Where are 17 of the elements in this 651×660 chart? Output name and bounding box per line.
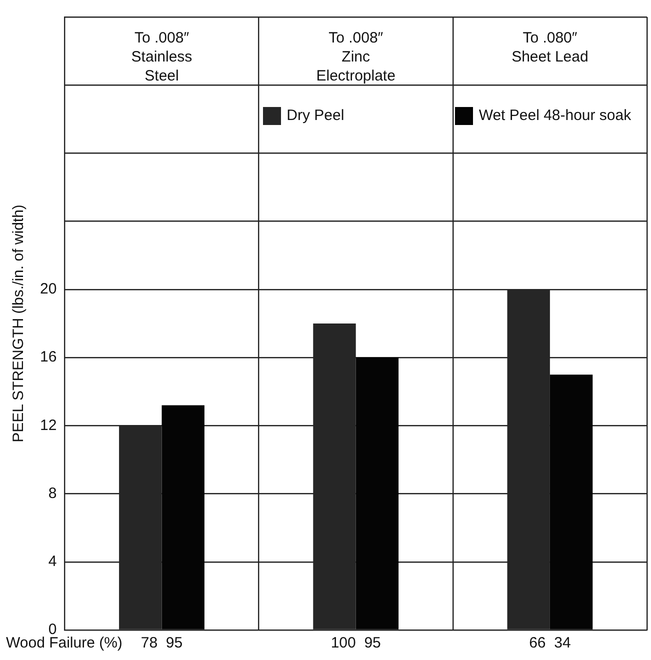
legend-label: Wet Peel 48-hour soak (478, 107, 632, 126)
bar (550, 374, 593, 630)
y-tick-label: 20 (40, 280, 57, 298)
x-tick-label: To .008″ Stainless Steel (131, 30, 192, 85)
x-tick-label: To .080″ Sheet Lead (512, 30, 588, 66)
bar (356, 358, 399, 630)
annotation: 78 95 (140, 634, 183, 652)
y-axis-title: PEEL STRENGTH (lbs./in. of width) (10, 204, 28, 442)
bar (162, 405, 204, 630)
annotation: 66 34 (529, 634, 571, 652)
y-tick-label: 4 (48, 553, 57, 570)
y-tick-label: 16 (40, 348, 57, 366)
y-tick-label: 8 (48, 484, 57, 502)
annotation: 100 95 (330, 634, 381, 652)
legend-label: Dry Peel (286, 107, 344, 126)
x-tick-label: To .008″ Zinc Electroplate (316, 30, 396, 85)
y-tick-label: 12 (40, 416, 57, 434)
